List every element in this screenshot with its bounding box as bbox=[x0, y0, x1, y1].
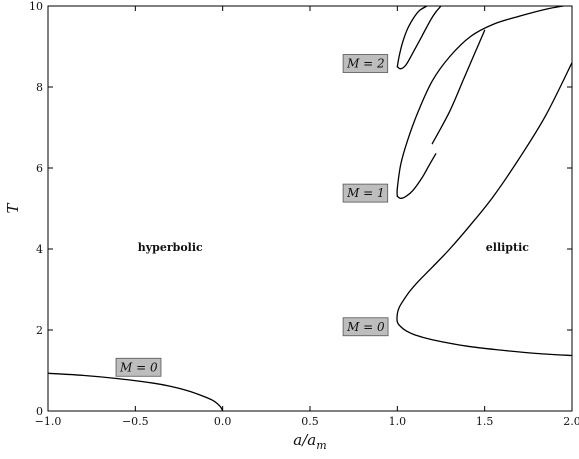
curve-3 bbox=[396, 153, 437, 200]
curve-label: M = 0 bbox=[346, 320, 385, 334]
y-tick-label: 8 bbox=[36, 81, 43, 94]
region-label: hyperbolic bbox=[138, 241, 203, 254]
curve-label-box: M = 2 bbox=[342, 54, 389, 73]
ticks-layer: −1.0 −0.5 0.0 0.5 1.0 1.5 2.0 0 2 4 6 8 10 bbox=[29, 0, 579, 428]
x-tick-label: −0.5 bbox=[122, 415, 149, 428]
label-box-bg bbox=[342, 317, 389, 337]
label-box-bg bbox=[342, 183, 389, 203]
curve-label-box: M = 0 bbox=[342, 317, 389, 337]
curve-label: M = 1 bbox=[346, 186, 385, 200]
region-label: elliptic bbox=[486, 241, 529, 254]
y-tick-label: 2 bbox=[36, 324, 43, 337]
x-axis-label: a/am bbox=[293, 431, 326, 452]
plot-area bbox=[48, 6, 572, 411]
curve-6 bbox=[396, 6, 442, 70]
y-tick-label: 0 bbox=[36, 405, 43, 418]
x-tick-label: 0.0 bbox=[214, 415, 232, 428]
x-tick-label: 0.5 bbox=[301, 415, 319, 428]
y-axis-label: T bbox=[4, 203, 22, 214]
x-axis-label-main: a/a bbox=[293, 431, 316, 449]
curves-layer bbox=[48, 6, 572, 411]
y-tick-label: 4 bbox=[36, 243, 43, 256]
x-tick-label: 2.0 bbox=[563, 415, 579, 428]
curve-0 bbox=[48, 372, 224, 411]
label-box-bg bbox=[342, 54, 389, 73]
x-tick-label: 1.0 bbox=[389, 415, 407, 428]
x-axis-label-sub: m bbox=[316, 439, 326, 452]
curve-label-box: M = 0 bbox=[115, 357, 162, 377]
curve-2 bbox=[396, 6, 564, 197]
annotations-layer: hyperbolic elliptic M = 0 M = 0 M = 1 M = 2 bbox=[115, 54, 529, 377]
curve-label-box: M = 1 bbox=[342, 183, 389, 203]
label-box-bg bbox=[115, 357, 162, 377]
curve-5 bbox=[396, 6, 428, 68]
x-tick-label: −1.0 bbox=[35, 415, 62, 428]
curve-label: M = 2 bbox=[346, 57, 385, 71]
y-tick-label: 10 bbox=[29, 0, 43, 13]
curve-4 bbox=[431, 29, 486, 145]
x-tick-label: 1.5 bbox=[476, 415, 494, 428]
curve-1 bbox=[396, 62, 572, 357]
curve-label: M = 0 bbox=[119, 360, 158, 374]
y-tick-label: 6 bbox=[36, 162, 43, 175]
